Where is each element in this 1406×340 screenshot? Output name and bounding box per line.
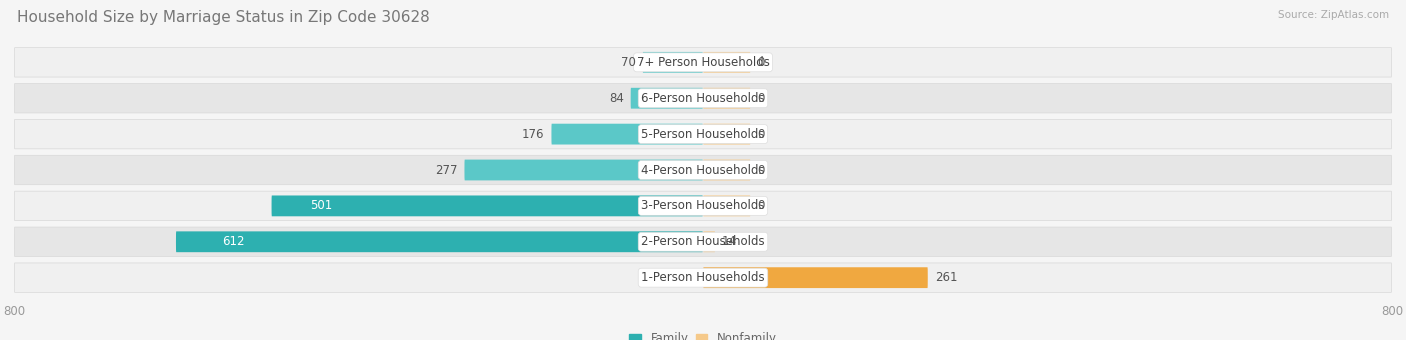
FancyBboxPatch shape (631, 88, 703, 109)
Legend: Family, Nonfamily: Family, Nonfamily (624, 328, 782, 340)
FancyBboxPatch shape (703, 231, 716, 252)
FancyBboxPatch shape (643, 52, 703, 73)
Text: 0: 0 (758, 92, 765, 105)
Text: 3-Person Households: 3-Person Households (641, 199, 765, 212)
Text: 501: 501 (311, 199, 333, 212)
Text: 2-Person Households: 2-Person Households (641, 235, 765, 248)
FancyBboxPatch shape (176, 231, 703, 252)
Text: 0: 0 (758, 164, 765, 176)
Text: 70: 70 (621, 56, 636, 69)
Text: 0: 0 (758, 56, 765, 69)
FancyBboxPatch shape (703, 124, 751, 144)
FancyBboxPatch shape (703, 267, 928, 288)
FancyBboxPatch shape (14, 191, 1392, 221)
FancyBboxPatch shape (14, 227, 1392, 256)
FancyBboxPatch shape (464, 159, 703, 181)
Text: 5-Person Households: 5-Person Households (641, 128, 765, 141)
Text: 1-Person Households: 1-Person Households (641, 271, 765, 284)
Text: 7+ Person Households: 7+ Person Households (637, 56, 769, 69)
FancyBboxPatch shape (703, 52, 751, 73)
Text: 4-Person Households: 4-Person Households (641, 164, 765, 176)
Text: 0: 0 (758, 199, 765, 212)
FancyBboxPatch shape (551, 124, 703, 144)
FancyBboxPatch shape (271, 195, 703, 216)
FancyBboxPatch shape (14, 119, 1392, 149)
FancyBboxPatch shape (14, 84, 1392, 113)
FancyBboxPatch shape (703, 88, 751, 109)
Text: 6-Person Households: 6-Person Households (641, 92, 765, 105)
Text: 261: 261 (935, 271, 957, 284)
Text: 84: 84 (609, 92, 624, 105)
FancyBboxPatch shape (14, 48, 1392, 77)
Text: Source: ZipAtlas.com: Source: ZipAtlas.com (1278, 10, 1389, 20)
Text: 176: 176 (522, 128, 544, 141)
FancyBboxPatch shape (14, 155, 1392, 185)
Text: 277: 277 (434, 164, 457, 176)
Text: 0: 0 (758, 128, 765, 141)
Text: 612: 612 (222, 235, 245, 248)
FancyBboxPatch shape (703, 159, 751, 181)
FancyBboxPatch shape (703, 195, 751, 216)
FancyBboxPatch shape (14, 263, 1392, 292)
Text: Household Size by Marriage Status in Zip Code 30628: Household Size by Marriage Status in Zip… (17, 10, 430, 25)
Text: 14: 14 (721, 235, 737, 248)
